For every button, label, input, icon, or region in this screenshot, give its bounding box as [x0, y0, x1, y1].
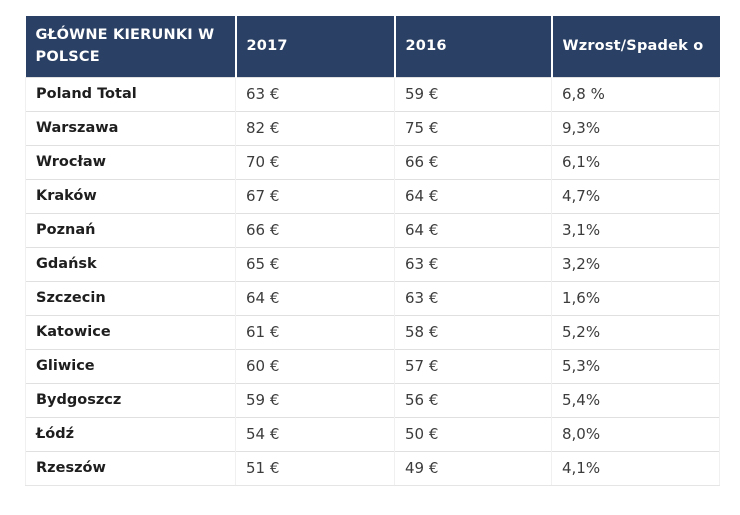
table-row-wroclaw: Wrocław 70 € 66 € 6,1%	[25, 144, 720, 180]
table-row-poznan: Poznań 66 € 64 € 3,1%	[25, 212, 720, 248]
city-cell: Poznań	[25, 212, 236, 248]
table-row-poland-total: Poland Total 63 € 59 € 6,8 %	[25, 76, 720, 112]
price-2017-cell: 51 €	[235, 450, 395, 486]
change-cell: 4,1%	[551, 450, 720, 486]
price-2017-cell: 70 €	[235, 144, 395, 180]
change-cell: 5,4%	[551, 382, 720, 418]
price-2016-cell: 59 €	[394, 76, 552, 112]
city-cell: Wrocław	[25, 144, 236, 180]
change-cell: 5,2%	[551, 314, 720, 350]
price-2017-cell: 65 €	[235, 246, 395, 282]
change-cell: 4,7%	[551, 178, 720, 214]
destinations-price-table: GŁÓWNE KIERUNKI W POLSCE 2017 2016 Wzros…	[25, 16, 720, 486]
price-2016-cell: 75 €	[394, 110, 552, 146]
price-2016-cell: 56 €	[394, 382, 552, 418]
header-row: GŁÓWNE KIERUNKI W POLSCE 2017 2016 Wzros…	[25, 16, 720, 78]
table-row-bydgoszcz: Bydgoszcz 59 € 56 € 5,4%	[25, 382, 720, 418]
header-destination: GŁÓWNE KIERUNKI W POLSCE	[25, 16, 237, 78]
change-cell: 5,3%	[551, 348, 720, 384]
table-row-katowice: Katowice 61 € 58 € 5,2%	[25, 314, 720, 350]
price-2016-cell: 64 €	[394, 178, 552, 214]
price-2016-cell: 63 €	[394, 246, 552, 282]
change-cell: 6,8 %	[551, 76, 720, 112]
city-cell: Warszawa	[25, 110, 236, 146]
price-2017-cell: 64 €	[235, 280, 395, 316]
change-cell: 1,6%	[551, 280, 720, 316]
city-cell: Katowice	[25, 314, 236, 350]
header-change: Wzrost/Spadek o	[551, 16, 720, 78]
table-row-szczecin: Szczecin 64 € 63 € 1,6%	[25, 280, 720, 316]
city-cell: Szczecin	[25, 280, 236, 316]
price-2017-cell: 63 €	[235, 76, 395, 112]
city-cell: Kraków	[25, 178, 236, 214]
header-year-2016: 2016	[394, 16, 553, 78]
city-cell: Gliwice	[25, 348, 236, 384]
table-body: Poland Total 63 € 59 € 6,8 % Warszawa 82…	[25, 76, 720, 486]
city-cell: Łódź	[25, 416, 236, 452]
price-2016-cell: 58 €	[394, 314, 552, 350]
price-2017-cell: 59 €	[235, 382, 395, 418]
table-row-krakow: Kraków 67 € 64 € 4,7%	[25, 178, 720, 214]
city-cell: Rzeszów	[25, 450, 236, 486]
price-2016-cell: 57 €	[394, 348, 552, 384]
table-row-gliwice: Gliwice 60 € 57 € 5,3%	[25, 348, 720, 384]
table-row-warszawa: Warszawa 82 € 75 € 9,3%	[25, 110, 720, 146]
price-2017-cell: 61 €	[235, 314, 395, 350]
city-cell: Bydgoszcz	[25, 382, 236, 418]
price-2016-cell: 63 €	[394, 280, 552, 316]
header-year-2017: 2017	[235, 16, 396, 78]
table-row-rzeszow: Rzeszów 51 € 49 € 4,1%	[25, 450, 720, 486]
change-cell: 8,0%	[551, 416, 720, 452]
price-2016-cell: 66 €	[394, 144, 552, 180]
change-cell: 3,1%	[551, 212, 720, 248]
price-2017-cell: 60 €	[235, 348, 395, 384]
price-2016-cell: 49 €	[394, 450, 552, 486]
price-2016-cell: 64 €	[394, 212, 552, 248]
price-2017-cell: 82 €	[235, 110, 395, 146]
price-2016-cell: 50 €	[394, 416, 552, 452]
price-2017-cell: 66 €	[235, 212, 395, 248]
change-cell: 9,3%	[551, 110, 720, 146]
price-2017-cell: 67 €	[235, 178, 395, 214]
table-header: GŁÓWNE KIERUNKI W POLSCE 2017 2016 Wzros…	[25, 16, 720, 78]
price-2017-cell: 54 €	[235, 416, 395, 452]
table-row-gdansk: Gdańsk 65 € 63 € 3,2%	[25, 246, 720, 282]
table-row-lodz: Łódź 54 € 50 € 8,0%	[25, 416, 720, 452]
city-cell: Poland Total	[25, 76, 236, 112]
city-cell: Gdańsk	[25, 246, 236, 282]
change-cell: 6,1%	[551, 144, 720, 180]
change-cell: 3,2%	[551, 246, 720, 282]
